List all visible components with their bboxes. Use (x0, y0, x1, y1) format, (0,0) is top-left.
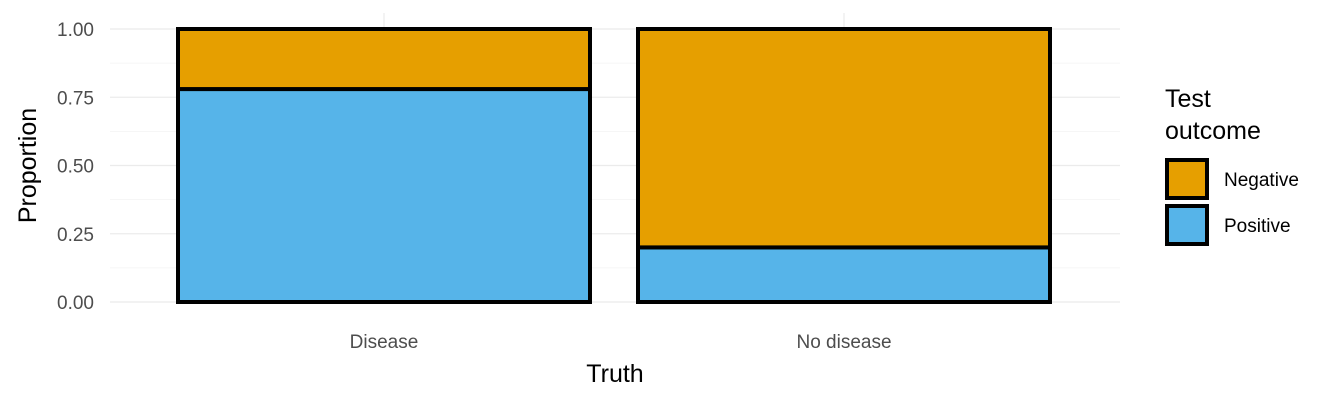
bars (176, 27, 1052, 304)
legend-swatch-positive (1165, 204, 1209, 246)
y-tick-label: 0.50 (57, 157, 94, 178)
x-axis-ticks: Disease No disease (350, 332, 892, 353)
legend-label-positive: Positive (1224, 216, 1291, 237)
y-tick-label: 0.75 (57, 88, 94, 109)
legend-swatch-negative (1165, 158, 1209, 200)
bar-positive-disease (176, 87, 592, 304)
legend-items: Negative Positive (1165, 158, 1299, 246)
x-tick-label: Disease (350, 332, 419, 353)
y-tick-label: 1.00 (57, 20, 94, 41)
legend-title-line-1: Test (1165, 85, 1211, 113)
y-tick-label: 0.00 (57, 293, 94, 314)
x-tick-label: No disease (796, 332, 891, 353)
bar-negative-no-disease (636, 27, 1052, 250)
legend-title-line-2: outcome (1165, 117, 1261, 145)
y-axis-ticks: 0.00 0.25 0.50 0.75 1.00 (57, 20, 94, 314)
legend: Test outcome Negative Positive (1165, 85, 1299, 246)
bar-positive-no-disease (636, 245, 1052, 304)
y-axis-title: Proportion (14, 108, 42, 223)
bar-negative-disease (176, 27, 592, 92)
y-tick-label: 0.25 (57, 225, 94, 246)
legend-label-negative: Negative (1224, 170, 1299, 191)
x-axis-title: Truth (586, 360, 643, 388)
